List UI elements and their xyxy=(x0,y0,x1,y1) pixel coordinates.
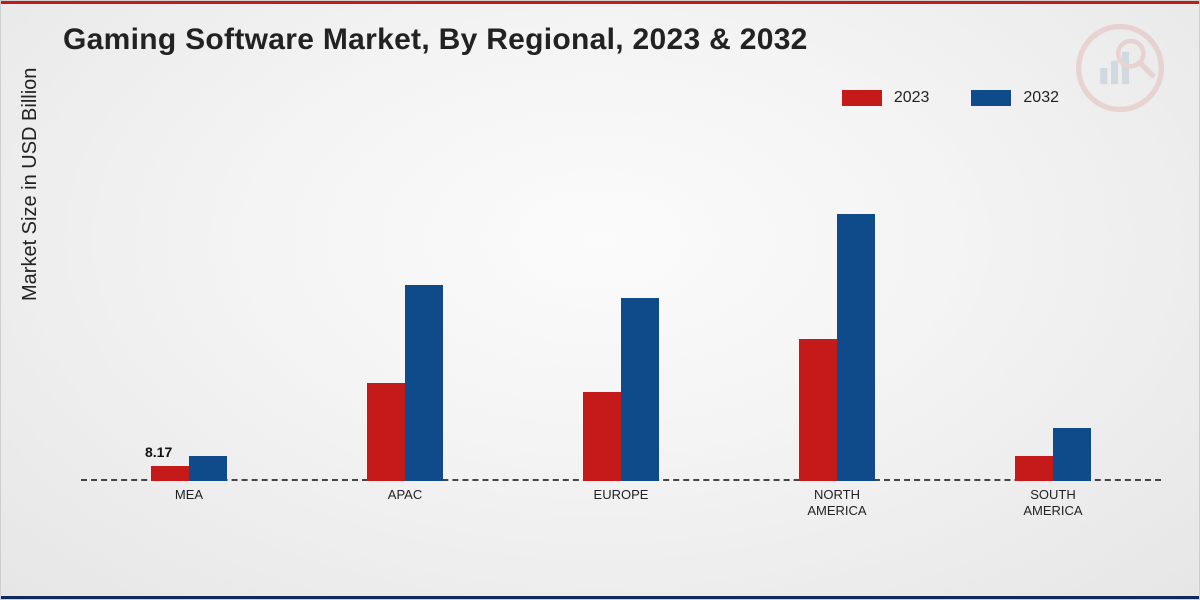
x-tick-label: MEA xyxy=(129,487,249,503)
bar-2032 xyxy=(189,456,227,481)
bar-2023 xyxy=(1015,456,1053,481)
bar-group xyxy=(1015,428,1091,481)
bar-value-label: 8.17 xyxy=(145,444,172,460)
bar-2032 xyxy=(405,285,443,481)
chart-title: Gaming Software Market, By Regional, 202… xyxy=(63,23,808,57)
chart-container: Gaming Software Market, By Regional, 202… xyxy=(0,0,1200,600)
x-axis-ticks: MEA APAC EUROPE NORTH AMERICA SOUTH AMERICA xyxy=(81,481,1161,521)
legend-item-2023: 2023 xyxy=(842,89,930,107)
y-axis-label: Market Size in USD Billion xyxy=(19,68,42,301)
legend: 2023 2032 xyxy=(842,89,1059,107)
legend-label-2023: 2023 xyxy=(894,89,930,107)
legend-swatch-2023 xyxy=(842,90,882,106)
bar-group xyxy=(583,298,659,481)
bar-2023 xyxy=(367,383,405,481)
bar-2032 xyxy=(1053,428,1091,481)
top-border-accent xyxy=(1,1,1199,4)
x-tick-label: NORTH AMERICA xyxy=(777,487,897,518)
bottom-border-accent xyxy=(1,596,1199,599)
bar-2023 xyxy=(151,466,189,481)
bar-2023 xyxy=(583,392,621,481)
x-tick-label: EUROPE xyxy=(561,487,681,503)
bar-2023 xyxy=(799,339,837,481)
bar-group xyxy=(799,214,875,481)
legend-label-2032: 2032 xyxy=(1023,89,1059,107)
bar-2032 xyxy=(621,298,659,481)
x-tick-label: SOUTH AMERICA xyxy=(993,487,1113,518)
bar-2032 xyxy=(837,214,875,481)
watermark-logo xyxy=(1075,23,1165,113)
legend-swatch-2032 xyxy=(971,90,1011,106)
plot-area: 8.17 xyxy=(81,161,1161,481)
x-tick-label: APAC xyxy=(345,487,465,503)
legend-item-2032: 2032 xyxy=(971,89,1059,107)
bar-group xyxy=(367,285,443,481)
